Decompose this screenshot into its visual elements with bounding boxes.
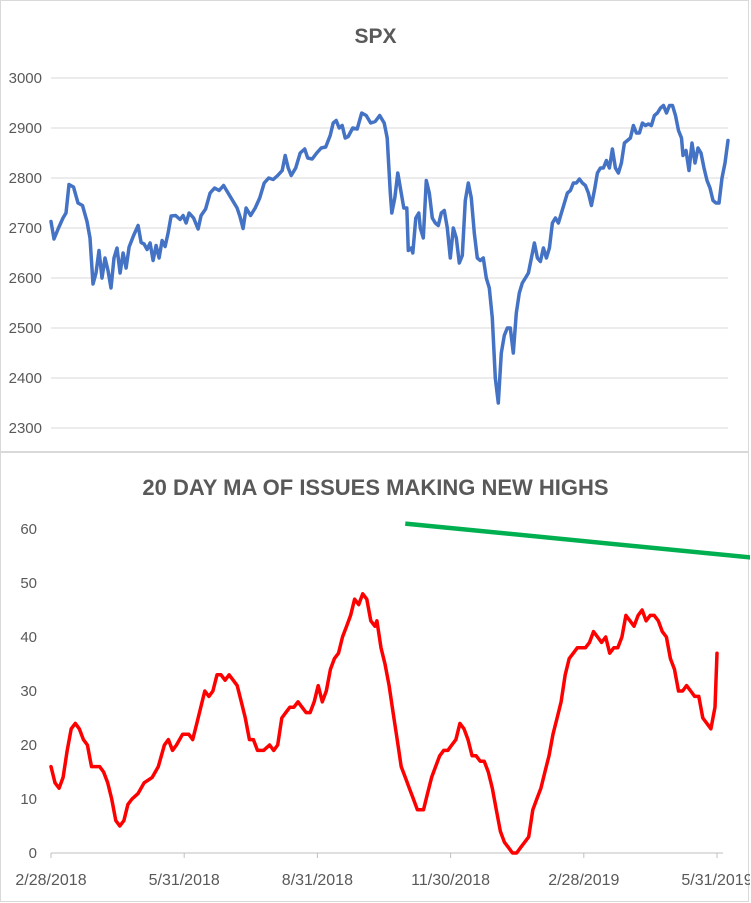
new-highs-x-tick-label: 2/28/2019 [548,872,619,889]
new-highs-x-tick-label: 5/31/2019 [681,872,750,889]
new-highs-y-tick-label: 50 [20,575,37,592]
new-highs-chart-title: 20 DAY MA OF ISSUES MAKING NEW HIGHS [142,475,609,500]
new-highs-x-tick-label: 11/30/2018 [411,872,490,889]
new-highs-x-tick-label: 8/31/2018 [282,872,353,889]
spx-chart-plot: 2300 2400 2500 2600 2700 2800 2900 3000 [9,70,730,437]
new-highs-chart-panel: 20 DAY MA OF ISSUES MAKING NEW HIGHS 0 10… [0,452,750,902]
new-highs-y-tick-label: 60 [20,521,37,538]
new-highs-y-tick-label: 10 [20,791,37,808]
new-highs-y-tick-label: 0 [29,845,37,862]
new-highs-chart-plot: 0 10 20 30 40 50 60 2/28/2018 5/31/2018 8/31/2018… [15,521,750,889]
spx-chart-title: SPX [354,25,397,48]
spx-series-line [49,103,730,405]
spx-y-tick-label: 2600 [9,270,42,287]
new-highs-y-tick-label: 30 [20,683,37,700]
spx-y-tick-label: 3000 [9,70,42,87]
trend-arrow-line [405,521,750,560]
spx-y-tick-label: 2800 [9,170,42,187]
new-highs-x-tick-label: 5/31/2018 [149,872,220,889]
spx-y-tick-label: 2300 [9,420,42,437]
spx-y-tick-label: 2400 [9,370,42,387]
new-highs-y-tick-label: 20 [20,737,37,754]
new-highs-x-tick-label: 2/28/2018 [15,872,86,889]
spx-chart-panel: SPX 2300 2400 2500 2600 2700 2800 2900 3000 [0,0,749,452]
new-highs-y-tick-label: 40 [20,629,37,646]
spx-y-tick-label: 2700 [9,220,42,237]
new-highs-series-line [49,592,719,855]
spx-y-tick-label: 2500 [9,320,42,337]
spx-y-tick-label: 2900 [9,120,42,137]
